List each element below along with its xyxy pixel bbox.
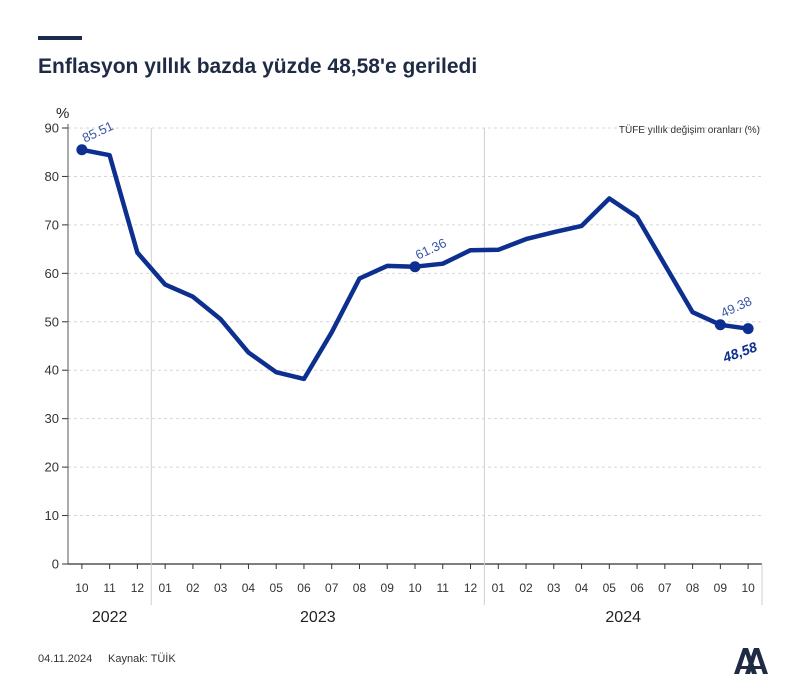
y-tick-label: 50 <box>45 314 59 329</box>
y-tick-label: 80 <box>45 169 59 184</box>
data-label: 49.38 <box>718 293 754 320</box>
y-tick-label: 90 <box>45 121 59 136</box>
year-label: 2023 <box>300 609 336 626</box>
x-tick-label: 08 <box>686 581 700 595</box>
y-tick-label: 40 <box>45 363 59 378</box>
title-accent-bar <box>38 36 82 40</box>
data-label: 48,58 <box>720 338 760 365</box>
x-tick-label: 12 <box>131 581 145 595</box>
y-tick-label: 70 <box>45 217 59 232</box>
y-axis-label: % <box>56 105 69 122</box>
x-tick-label: 02 <box>186 581 200 595</box>
x-tick-label: 10 <box>75 581 89 595</box>
x-tick-label: 09 <box>714 581 728 595</box>
x-tick-label: 05 <box>603 581 617 595</box>
y-tick-label: 60 <box>45 266 59 281</box>
data-point-marker <box>76 144 88 156</box>
footer-source: Kaynak: TÜİK <box>108 653 176 665</box>
y-tick-label: 30 <box>45 411 59 426</box>
data-label: 61.36 <box>413 235 449 262</box>
x-tick-label: 12 <box>464 581 478 595</box>
page-title: Enflasyon yıllık bazda yüzde 48,58'e ger… <box>38 55 478 78</box>
x-tick-label: 03 <box>214 581 228 595</box>
year-label: 2024 <box>605 609 641 626</box>
x-tick-label: 09 <box>381 581 395 595</box>
data-label: 85.51 <box>80 118 116 145</box>
x-tick-label: 01 <box>492 581 506 595</box>
x-tick-label: 06 <box>630 581 644 595</box>
x-tick-label: 02 <box>519 581 533 595</box>
y-tick-label: 10 <box>45 508 59 523</box>
data-point-marker <box>409 261 421 273</box>
year-label: 2022 <box>92 609 128 626</box>
data-point-marker <box>714 319 726 331</box>
y-tick-label: 0 <box>52 557 59 572</box>
x-tick-label: 10 <box>741 581 755 595</box>
x-tick-label: 04 <box>575 581 589 595</box>
x-tick-label: 07 <box>325 581 339 595</box>
y-tick-label: 20 <box>45 460 59 475</box>
x-tick-label: 06 <box>297 581 311 595</box>
x-tick-label: 08 <box>353 581 367 595</box>
x-tick-label: 05 <box>270 581 284 595</box>
legend-label: TÜFE yıllık değişim oranları (%) <box>619 124 760 136</box>
x-tick-label: 10 <box>408 581 422 595</box>
x-tick-label: 01 <box>158 581 172 595</box>
aa-logo-icon <box>734 648 768 674</box>
x-tick-label: 03 <box>547 581 561 595</box>
x-tick-label: 11 <box>103 581 116 595</box>
data-point-marker <box>742 323 754 335</box>
footer-date: 04.11.2024 <box>38 653 93 665</box>
x-tick-label: 04 <box>242 581 256 595</box>
x-tick-label: 07 <box>658 581 672 595</box>
x-tick-label: 11 <box>437 581 450 595</box>
